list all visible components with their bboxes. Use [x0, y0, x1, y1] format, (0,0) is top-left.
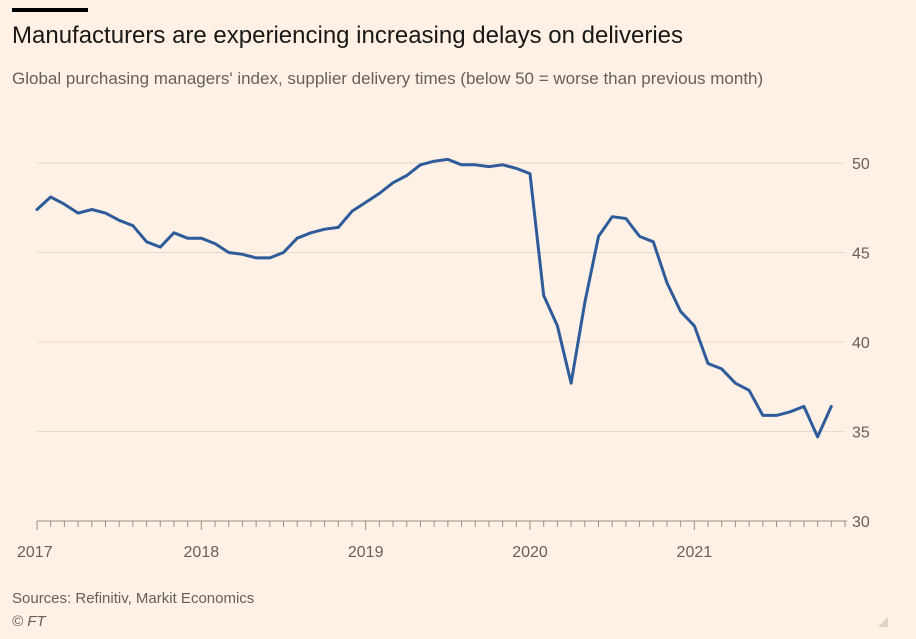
data-point [104, 212, 107, 215]
y-tick-label-30: 30 [852, 514, 870, 531]
chart-subtitle: Global purchasing managers' index, suppl… [12, 69, 764, 88]
data-point [556, 324, 559, 327]
data-point [570, 382, 573, 385]
data-point [542, 294, 545, 297]
data-point [255, 256, 258, 259]
series-line-0 [35, 157, 833, 439]
series-layer [35, 157, 833, 439]
y-tick-label-45: 45 [852, 246, 870, 263]
data-point [214, 242, 217, 245]
data-point [789, 410, 792, 413]
data-point [90, 208, 93, 211]
y-tick-label-50: 50 [852, 156, 870, 173]
x-tick-label-2021: 2021 [677, 544, 713, 561]
data-point [433, 160, 436, 163]
data-point [392, 181, 395, 184]
data-point [186, 237, 189, 240]
data-point [227, 251, 230, 254]
data-point [364, 201, 367, 204]
data-point [597, 235, 600, 238]
x-tick-label-2020: 2020 [512, 544, 548, 561]
gridlines [37, 162, 845, 432]
y-tick-label-40: 40 [852, 335, 870, 352]
data-point [77, 212, 80, 215]
data-point [734, 382, 737, 385]
data-point [830, 405, 833, 408]
data-point [350, 210, 353, 213]
data-point [446, 158, 449, 161]
data-point [145, 240, 148, 243]
data-point [460, 163, 463, 166]
data-point [296, 237, 299, 240]
data-point [679, 310, 682, 313]
data-point [665, 281, 668, 284]
resize-corner-icon [878, 617, 888, 627]
data-point [268, 256, 271, 259]
data-point [172, 231, 175, 234]
data-point [720, 367, 723, 370]
x-tick-label-2017: 2017 [17, 544, 53, 561]
data-point [131, 224, 134, 227]
data-point [405, 174, 408, 177]
data-point [707, 362, 710, 365]
data-point [63, 203, 66, 206]
x-axis: 2017 2018 2019 2020 2021 [17, 520, 847, 561]
chart-title: Manufacturers are experiencing increasin… [12, 22, 684, 49]
data-point [241, 253, 244, 256]
x-tick-label-2018: 2018 [184, 544, 220, 561]
data-point [802, 405, 805, 408]
data-point [761, 414, 764, 417]
data-point [419, 163, 422, 166]
y-axis: 30 35 40 45 50 [852, 156, 870, 531]
ft-credit: © FT [12, 613, 46, 630]
data-point [748, 389, 751, 392]
data-point [49, 196, 52, 199]
x-tick-label-2019: 2019 [348, 544, 384, 561]
data-point [474, 163, 477, 166]
data-point [583, 301, 586, 304]
data-point [652, 240, 655, 243]
data-point [515, 167, 518, 170]
data-point [309, 231, 312, 234]
data-point [624, 217, 627, 220]
data-point [501, 163, 504, 166]
ft-top-bar [12, 8, 88, 12]
data-point [159, 246, 162, 249]
data-point [118, 219, 121, 222]
data-point [638, 235, 641, 238]
data-point [816, 435, 819, 438]
data-point [378, 192, 381, 195]
data-point [282, 251, 285, 254]
data-point [36, 208, 39, 211]
data-point [200, 237, 203, 240]
data-point [487, 165, 490, 168]
source-note: Sources: Refinitiv, Markit Economics [12, 590, 255, 607]
data-point [337, 226, 340, 229]
data-point [775, 414, 778, 417]
data-point [323, 228, 326, 231]
data-point [529, 172, 532, 175]
data-point [693, 324, 696, 327]
y-tick-label-35: 35 [852, 425, 870, 442]
data-point [611, 215, 614, 218]
